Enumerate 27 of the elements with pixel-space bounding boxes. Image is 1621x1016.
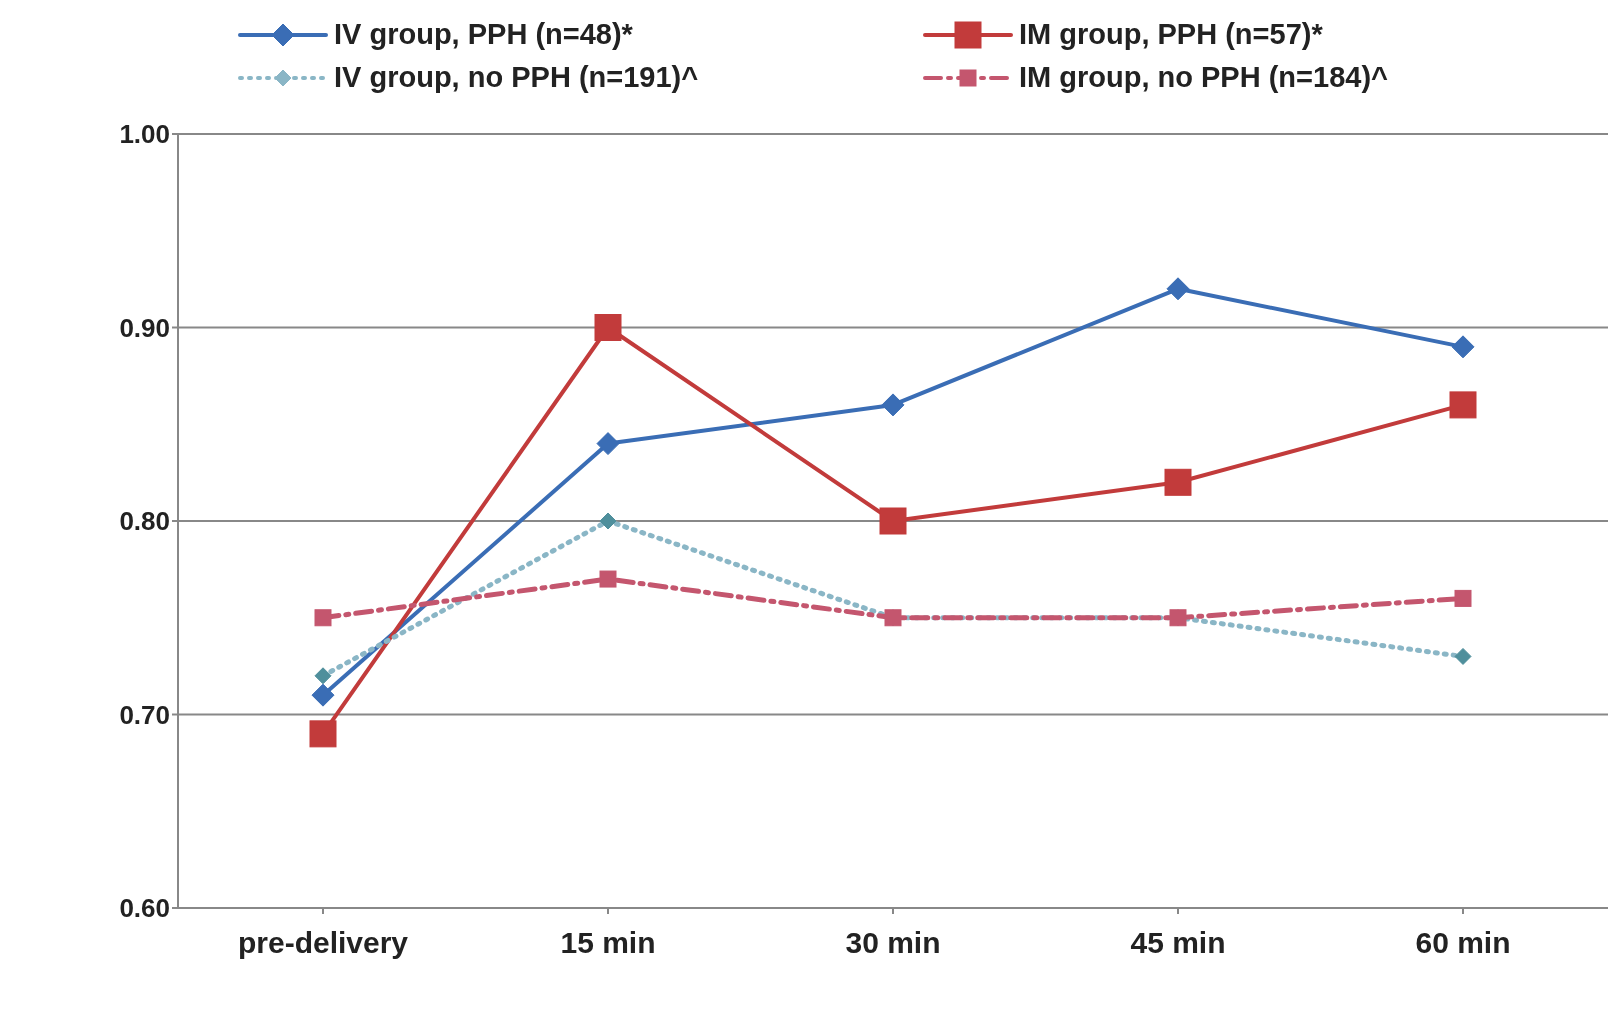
legend-label: IM group, no PPH (n=184)^	[1019, 61, 1388, 94]
x-tick-label: 15 min	[560, 926, 656, 960]
x-tick-label: pre-delivery	[237, 926, 409, 960]
point	[1449, 391, 1477, 419]
legend-label: IV group, PPH (n=48)*	[334, 18, 633, 51]
y-tick-label: 0.80	[119, 506, 170, 537]
point	[881, 393, 905, 417]
point	[1166, 277, 1190, 301]
legend-label: IM group, PPH (n=57)*	[1019, 18, 1323, 51]
x-tick-label: 45 min	[1130, 926, 1226, 960]
point	[1454, 589, 1472, 607]
x-tick-label: 60 min	[1415, 926, 1511, 960]
point	[599, 570, 617, 588]
legend-label: IV group, no PPH (n=191)^	[334, 61, 699, 94]
point	[311, 683, 335, 707]
y-tick-label: 0.90	[119, 312, 170, 343]
point	[1451, 335, 1475, 359]
point	[309, 720, 337, 748]
point	[594, 314, 622, 341]
y-tick-label: 1.00	[119, 119, 170, 150]
y-tick-label: 0.70	[119, 699, 170, 730]
point	[596, 432, 620, 456]
y-tick-label: 0.60	[119, 893, 170, 924]
point	[1164, 468, 1192, 496]
point	[879, 507, 907, 535]
x-tick-label: 30 min	[845, 926, 941, 960]
point	[314, 609, 332, 627]
